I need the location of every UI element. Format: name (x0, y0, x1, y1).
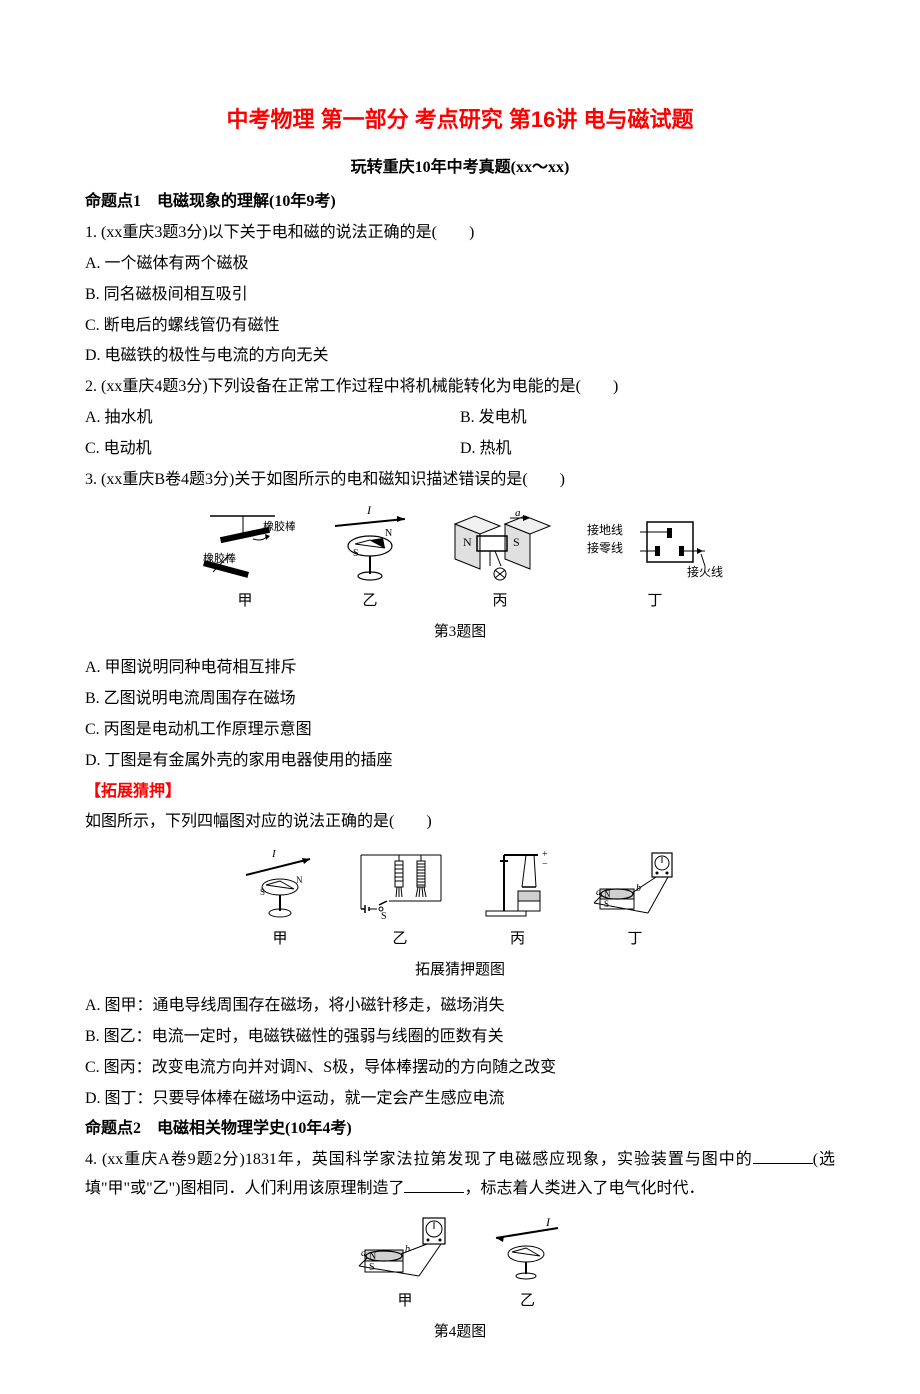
svg-text:a: a (596, 887, 601, 898)
oersted-small-icon: I (488, 1214, 568, 1284)
q4-label-yi: 乙 (520, 1288, 535, 1315)
q3-fig-bing: N S a 丙 (445, 504, 555, 615)
q3-fig-ding: 接地线 接零线 接火线 丁 (585, 504, 725, 615)
svg-text:N: N (385, 528, 392, 539)
expand-fig-ding: N S a b 丁 (588, 847, 683, 953)
q3-label-yi: 乙 (362, 588, 377, 615)
q1-option-a: A. 一个磁体有两个磁极 (85, 250, 835, 279)
q3-figure-row: 橡胶棒 橡胶棒 甲 I N S 乙 N S (85, 504, 835, 615)
q1-option-d: D. 电磁铁的极性与电流的方向无关 (85, 342, 835, 371)
q4-stem: 4. (xx重庆A卷9题2分)1831年，英国科学家法拉第发现了电磁感应现象，实… (85, 1146, 835, 1204)
svg-text:橡胶棒: 橡胶棒 (203, 551, 236, 565)
motor-principle-icon: N S a (445, 504, 555, 584)
socket-icon: 接地线 接零线 接火线 (585, 504, 725, 584)
q3-fig-jia: 橡胶棒 橡胶棒 甲 (195, 504, 295, 615)
svg-text:a: a (361, 1248, 366, 1259)
expand-option-a: A. 图甲：通电导线周围存在磁场，将小磁针移走，磁场消失 (85, 992, 835, 1021)
induction-icon: N S a b (588, 847, 683, 922)
compass-wire-icon: I N S (238, 847, 323, 922)
expand-stem: 如图所示，下列四幅图对应的说法正确的是( ) (85, 808, 835, 837)
svg-text:接地线: 接地线 (587, 522, 623, 537)
expand-label-ding: 丁 (627, 926, 642, 953)
svg-text:S: S (260, 887, 265, 897)
expand-label-yi: 乙 (392, 926, 407, 953)
svg-text:接火线: 接火线 (687, 564, 723, 579)
svg-text:I: I (271, 848, 277, 860)
expand-option-c: C. 图丙：改变电流方向并对调N、S极，导体棒摆动的方向随之改变 (85, 1054, 835, 1083)
q2-option-a: A. 抽水机 (85, 404, 460, 433)
conductor-swing-icon: + − (478, 847, 558, 922)
q2-option-d: D. 热机 (460, 435, 835, 464)
q1-stem: 1. (xx重庆3题3分)以下关于电和磁的说法正确的是( ) (85, 219, 835, 248)
q4-stem-after: ，标志着人类进入了电气化时代． (464, 1180, 704, 1197)
svg-text:I: I (545, 1215, 551, 1229)
expand-fig-yi: S 乙 (353, 847, 448, 953)
q3-caption: 第3题图 (85, 619, 835, 646)
topic2-heading: 命题点2 电磁相关物理学史(10年4考) (85, 1115, 835, 1144)
main-title: 中考物理 第一部分 考点研究 第16讲 电与磁试题 (85, 100, 835, 140)
q4-fig-jia: N S a b 甲 (353, 1214, 458, 1315)
q3-stem: 3. (xx重庆B卷4题3分)关于如图所示的电和磁知识描述错误的是( ) (85, 466, 835, 495)
svg-text:a: a (515, 507, 521, 519)
svg-text:S: S (604, 899, 609, 909)
oersted-icon: I N S (325, 504, 415, 584)
svg-text:N: N (463, 535, 472, 549)
q3-fig-yi: I N S 乙 (325, 504, 415, 615)
expand-heading: 【拓展猜押】 (85, 778, 835, 807)
svg-text:N: N (296, 875, 303, 885)
q3-option-a: A. 甲图说明同种电荷相互排斥 (85, 654, 835, 683)
faraday-induction-icon: N S a b (353, 1214, 458, 1284)
subtitle: 玩转重庆10年中考真题(xx～xx) (85, 154, 835, 183)
expand-fig-bing: + − 丙 (478, 847, 558, 953)
q3-option-d: D. 丁图是有金属外壳的家用电器使用的插座 (85, 747, 835, 776)
q1-option-b: B. 同名磁极间相互吸引 (85, 281, 835, 310)
q4-blank-2 (404, 1177, 464, 1193)
q4-caption: 第4题图 (85, 1319, 835, 1346)
q4-stem-before: 4. (xx重庆A卷9题2分)1831年，英国科学家法拉第发现了电磁感应现象，实… (85, 1151, 753, 1168)
expand-label-bing: 丙 (510, 926, 525, 953)
q3-option-c: C. 丙图是电动机工作原理示意图 (85, 716, 835, 745)
q3-option-b: B. 乙图说明电流周围存在磁场 (85, 685, 835, 714)
q4-blank-1 (753, 1148, 813, 1164)
svg-text:接零线: 接零线 (587, 540, 623, 555)
q3-label-bing: 丙 (492, 588, 507, 615)
expand-figure-row: I N S 甲 S (85, 847, 835, 953)
svg-text:橡胶棒: 橡胶棒 (263, 519, 295, 533)
q2-stem: 2. (xx重庆4题3分)下列设备在正常工作过程中将机械能转化为电能的是( ) (85, 373, 835, 402)
topic1-heading: 命题点1 电磁现象的理解(10年9考) (85, 188, 835, 217)
svg-text:b: b (636, 883, 641, 894)
expand-caption: 拓展猜押题图 (85, 957, 835, 984)
expand-option-d: D. 图丁：只要导体棒在磁场中运动，就一定会产生感应电流 (85, 1085, 835, 1114)
svg-text:I: I (366, 504, 372, 517)
q2-option-b: B. 发电机 (460, 404, 835, 433)
q3-label-ding: 丁 (647, 588, 662, 615)
q2-option-c: C. 电动机 (85, 435, 460, 464)
expand-fig-jia: I N S 甲 (238, 847, 323, 953)
svg-text:S: S (353, 548, 359, 559)
electromagnet-coils-icon: S (353, 847, 448, 922)
svg-text:b: b (405, 1244, 410, 1255)
expand-option-b: B. 图乙：电流一定时，电磁铁磁性的强弱与线圈的匝数有关 (85, 1023, 835, 1052)
svg-text:−: − (542, 859, 548, 870)
q3-label-jia: 甲 (237, 588, 252, 615)
svg-text:S: S (513, 535, 520, 549)
q4-label-jia: 甲 (397, 1288, 412, 1315)
expand-label-jia: 甲 (272, 926, 287, 953)
rubber-rods-icon: 橡胶棒 橡胶棒 (195, 504, 295, 584)
q4-fig-yi: I 乙 (488, 1214, 568, 1315)
svg-text:S: S (381, 911, 387, 922)
q1-option-c: C. 断电后的螺线管仍有磁性 (85, 312, 835, 341)
q4-figure-row: N S a b 甲 I 乙 (85, 1214, 835, 1315)
